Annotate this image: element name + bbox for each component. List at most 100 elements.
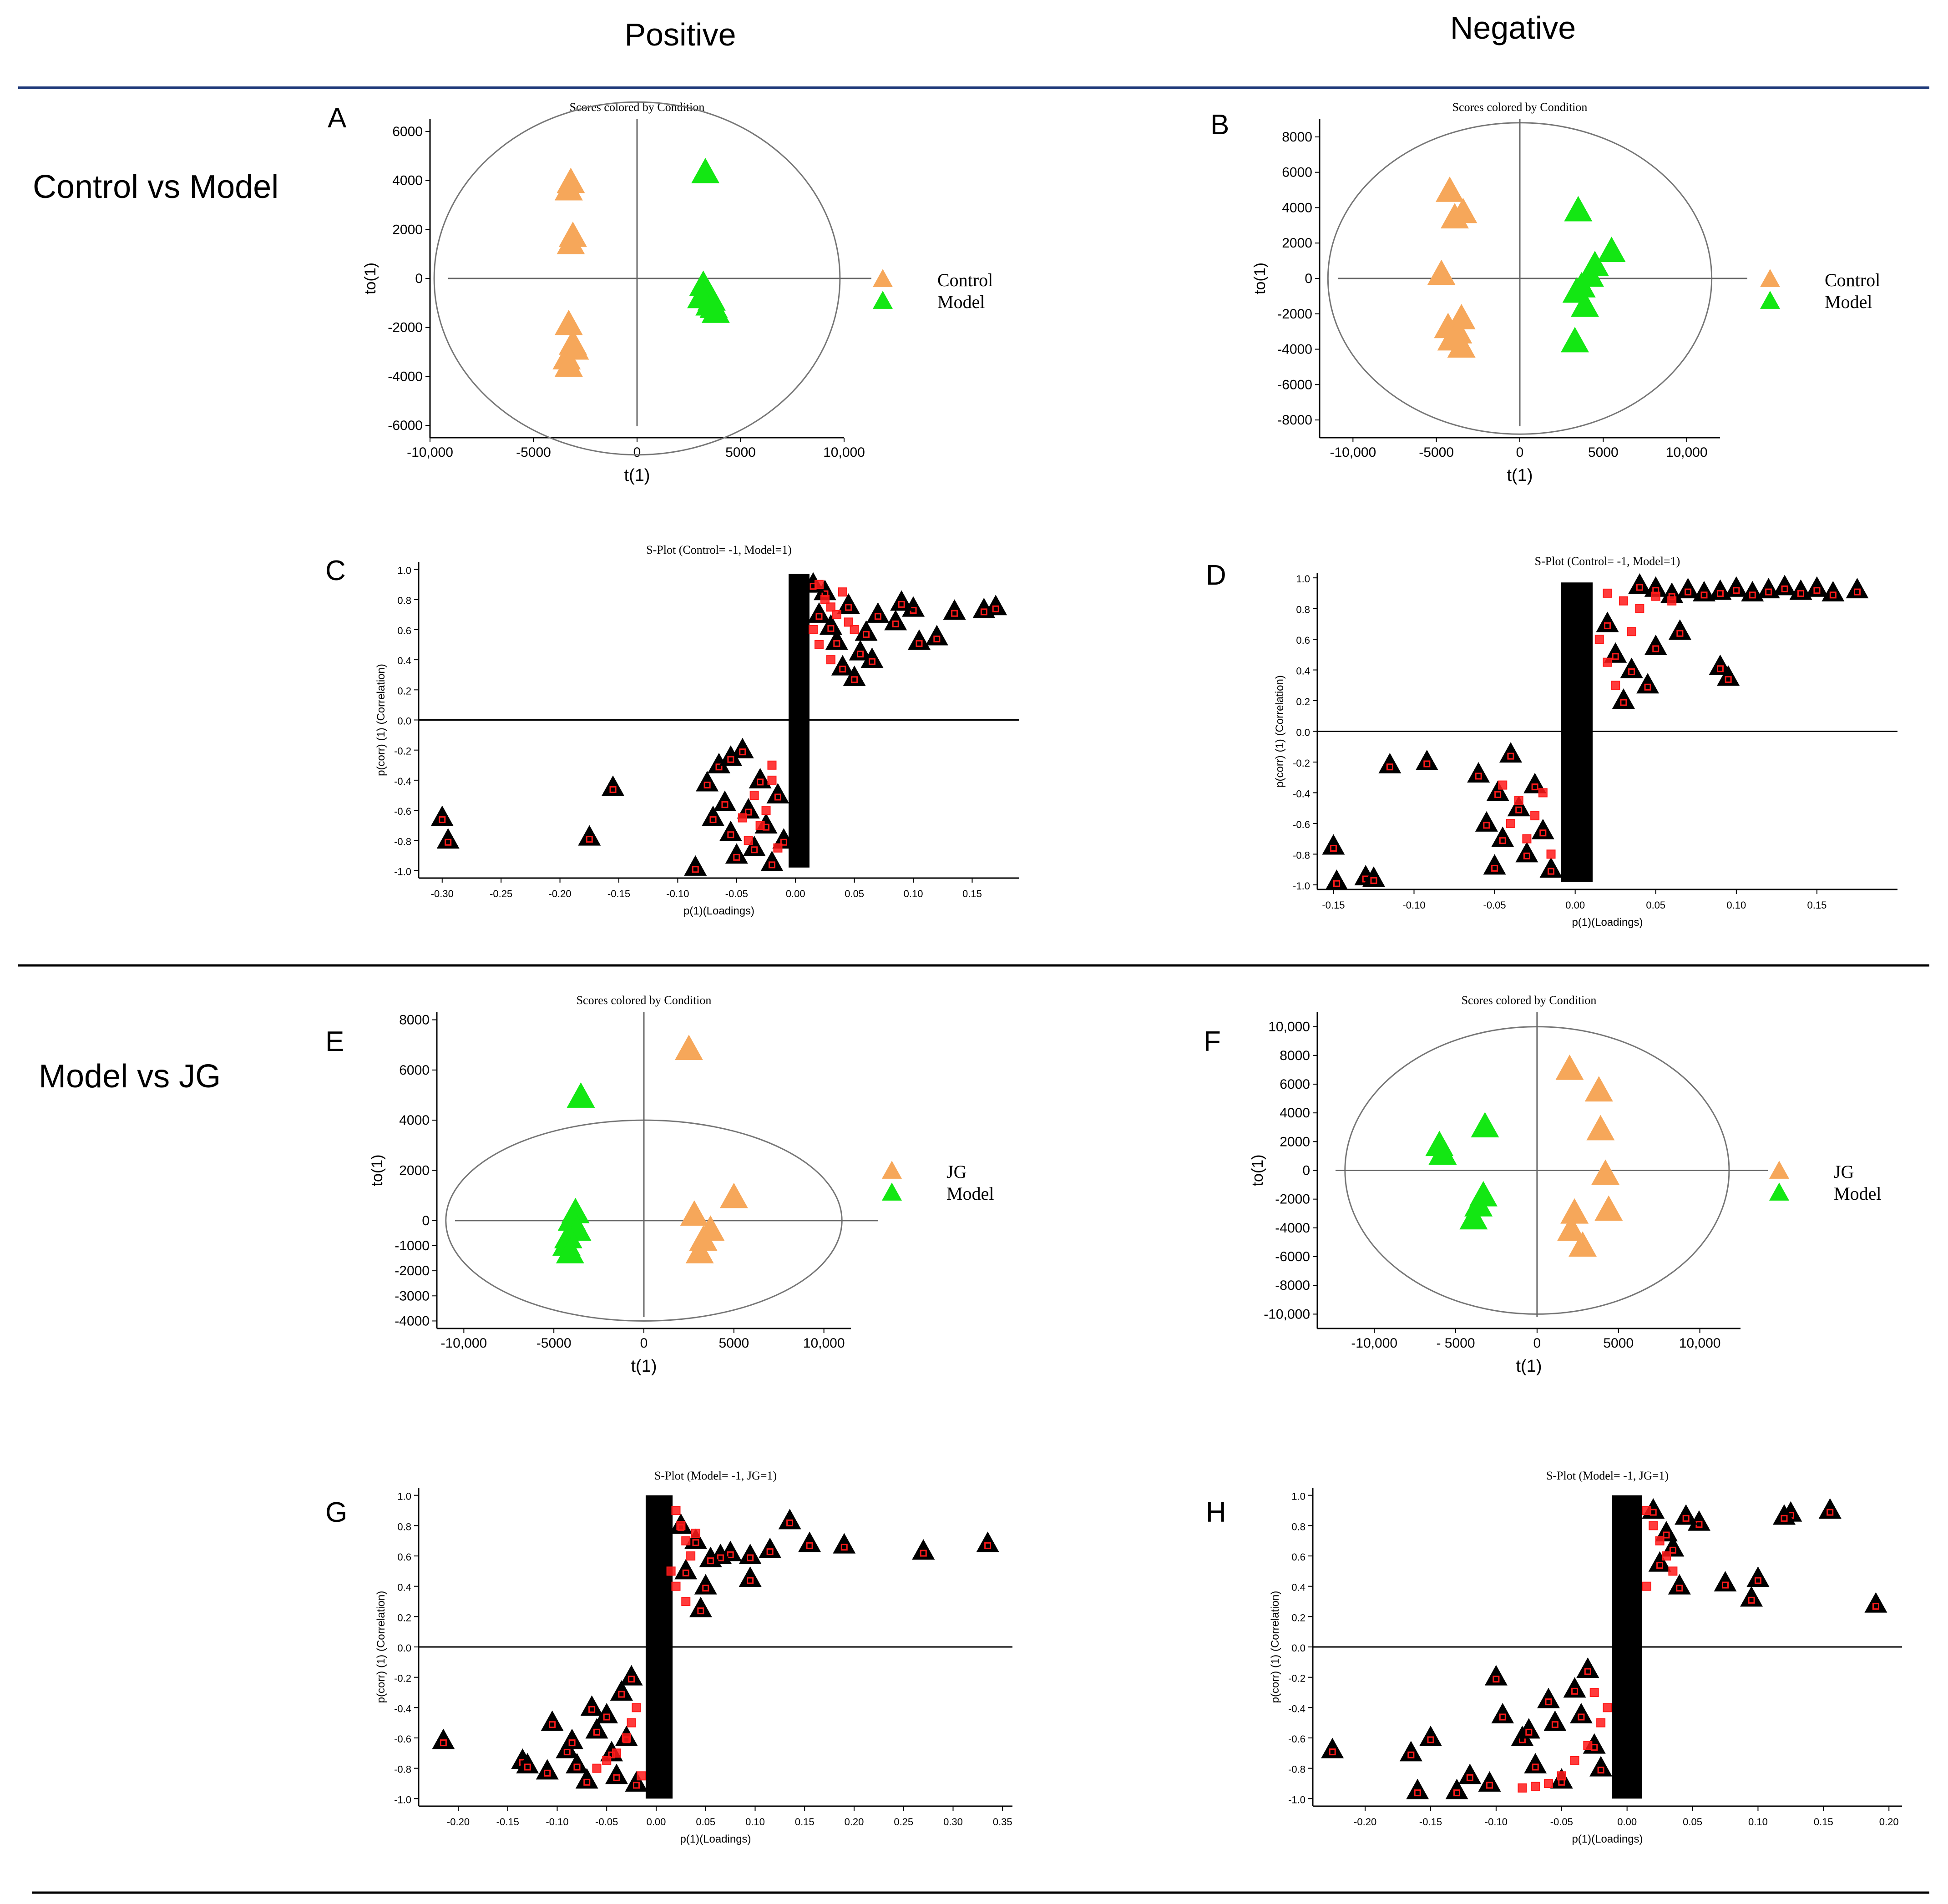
splot-point-marker xyxy=(916,640,923,647)
x-axis-label: t(1) xyxy=(631,1357,657,1376)
x-tick-label: - 5000 xyxy=(1436,1336,1475,1351)
splot-point-marker xyxy=(1515,806,1523,813)
splot-point-marker xyxy=(1725,676,1732,683)
y-tick-label: 6000 xyxy=(1280,1077,1310,1092)
y-tick-label: 0.0 xyxy=(397,1642,411,1654)
splot-point xyxy=(884,610,907,631)
score-point-control xyxy=(1447,303,1476,329)
x-tick-label: 5000 xyxy=(1588,445,1619,460)
splot-point-marker xyxy=(1829,591,1837,599)
splot-point xyxy=(1419,1726,1442,1746)
y-tick-label: 8000 xyxy=(1282,130,1312,145)
splot-point-marker xyxy=(747,1577,754,1584)
splot-point xyxy=(1321,1737,1344,1758)
y-tick-label: -0.2 xyxy=(394,746,411,757)
splot-point-marker xyxy=(715,763,723,771)
splot-point-marker xyxy=(745,808,752,816)
splot-vip-marker xyxy=(592,1763,602,1773)
splot-point xyxy=(972,597,996,618)
splot-point xyxy=(702,805,725,826)
splot-point xyxy=(708,753,730,773)
splot-vip-marker xyxy=(637,1771,646,1781)
splot-point-marker xyxy=(1781,1515,1788,1522)
score-point-control xyxy=(554,175,583,201)
y-tick-label: 6000 xyxy=(392,124,423,139)
y-tick-label: 0.0 xyxy=(397,716,411,727)
splot-point-marker xyxy=(1797,590,1804,597)
splot-vip-marker xyxy=(1596,1718,1606,1727)
legend-label-model: Model xyxy=(946,1183,994,1204)
y-tick-label: 4000 xyxy=(1282,200,1312,215)
splot-point-marker xyxy=(1539,829,1547,837)
chart-title: Scores colored by Condition xyxy=(577,994,712,1007)
y-tick-label: -0.4 xyxy=(1293,788,1310,799)
y-tick-label: 10,000 xyxy=(1268,1020,1310,1035)
splot-vip-marker xyxy=(1635,604,1644,613)
chart-C: C S-Plot (Control= -1, Model=1) -0.30 -0.25… xyxy=(325,543,1019,917)
splot-vip-marker xyxy=(844,617,853,627)
splot-point xyxy=(943,599,966,620)
x-tick-label: 0.30 xyxy=(943,1816,963,1828)
score-point-jg xyxy=(1594,1195,1623,1221)
splot-vip-marker xyxy=(1655,1536,1665,1545)
x-tick-label: 5000 xyxy=(1603,1336,1634,1351)
y-tick-label: 0.2 xyxy=(397,685,411,697)
splot-point-marker xyxy=(549,1721,556,1728)
splot-point xyxy=(855,620,878,641)
splot-point xyxy=(578,825,601,846)
splot-point xyxy=(1483,854,1506,875)
y-tick-label: 0.0 xyxy=(1291,1642,1305,1654)
splot-point xyxy=(849,640,872,661)
splot-vip-marker xyxy=(1544,1779,1553,1788)
splot-point xyxy=(1709,579,1732,600)
splot-point-marker xyxy=(840,1544,848,1551)
splot-point xyxy=(1714,1571,1737,1591)
splot-point-marker xyxy=(692,1539,699,1546)
score-point-control xyxy=(1427,259,1456,285)
splot-vip-marker xyxy=(632,1703,641,1712)
splot-point xyxy=(1746,1566,1770,1587)
splot-vip-marker xyxy=(1538,788,1548,798)
splot-vip-marker xyxy=(1531,1782,1540,1791)
splot-point xyxy=(1537,1687,1560,1708)
splot-point-marker xyxy=(751,846,758,854)
y-axis-label: to(1) xyxy=(1251,263,1269,294)
splot-point xyxy=(902,596,925,617)
splot-point-marker xyxy=(573,1763,581,1771)
score-point-control xyxy=(557,229,585,254)
y-tick-label: -2000 xyxy=(388,320,423,335)
chart-title: S-Plot (Model= -1, JG=1) xyxy=(1546,1469,1669,1482)
y-tick-label: 4000 xyxy=(399,1113,430,1128)
splot-point xyxy=(1543,1710,1567,1731)
splot-vip-marker xyxy=(773,843,783,853)
score-point-model xyxy=(1564,196,1593,222)
splot-vip-marker xyxy=(826,655,835,665)
y-tick-label: -4000 xyxy=(1277,342,1312,357)
y-tick-label: 0 xyxy=(415,271,423,286)
splot-point xyxy=(1362,866,1385,887)
legend-label-model: Model xyxy=(1834,1183,1881,1204)
x-tick-label: -0.15 xyxy=(1419,1816,1442,1828)
chart-title: Scores colored by Condition xyxy=(570,101,705,114)
splot-point xyxy=(1668,1574,1691,1595)
score-point-control xyxy=(1436,176,1464,202)
y-tick-label: 6000 xyxy=(399,1063,430,1078)
splot-point-marker xyxy=(786,1519,794,1526)
splot-point-marker xyxy=(1722,1581,1729,1589)
splot-point-marker xyxy=(727,756,734,763)
splot-point xyxy=(430,805,454,826)
x-tick-label: -10,000 xyxy=(440,1336,487,1351)
splot-point-marker xyxy=(1453,1789,1461,1797)
splot-point-marker xyxy=(933,635,941,642)
splot-point xyxy=(976,1531,999,1552)
splot-point-marker xyxy=(1781,585,1788,592)
splot-point xyxy=(766,783,789,803)
score-point-jg xyxy=(1560,1198,1589,1224)
y-tick-label: 0.6 xyxy=(1296,635,1310,646)
splot-point xyxy=(1644,576,1667,597)
y-tick-label: 0.6 xyxy=(397,625,411,636)
y-tick-label: 0.6 xyxy=(397,1551,411,1563)
splot-point-marker xyxy=(613,1774,620,1781)
splot-point-marker xyxy=(1813,587,1821,594)
y-tick-label: -1.0 xyxy=(394,1794,411,1805)
